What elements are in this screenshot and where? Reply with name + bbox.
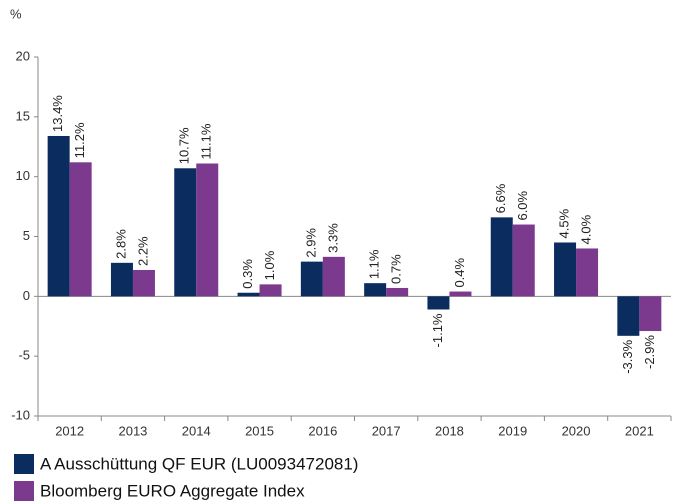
legend-swatch [14,481,34,501]
value-label: -2.9% [642,335,657,369]
value-label: 4.5% [556,208,571,238]
value-label: -1.1% [430,313,445,347]
bar [47,135,70,297]
legend: A Ausschüttung QF EUR (LU0093472081) Bloo… [14,454,358,501]
value-label: 2.2% [135,236,150,266]
bar [427,296,450,310]
bar [174,168,197,297]
x-tick-label: 2013 [118,423,147,438]
y-tick-label: -10 [11,407,30,422]
value-label: 1.1% [367,249,382,279]
y-tick-label: 0 [23,288,30,303]
value-label: 4.0% [578,214,593,244]
bar [617,296,640,336]
bar [69,162,92,297]
y-axis-label: % [10,6,22,21]
x-tick-label: 2019 [498,423,527,438]
value-label: 11.2% [72,122,87,158]
legend-swatch [14,454,34,474]
bar [554,242,577,297]
y-tick-label: -5 [18,348,30,363]
y-tick-label: 5 [23,228,30,243]
x-tick-label: 2014 [182,423,211,438]
value-label: 0.7% [389,254,404,284]
x-tick-label: 2015 [245,423,274,438]
value-label: 0.3% [240,259,255,289]
y-tick-label: 20 [16,48,30,63]
bar [259,284,282,297]
value-label: 1.0% [262,250,277,280]
bar [237,292,260,297]
bar [490,217,513,297]
value-label: 3.3% [325,223,340,253]
bar [576,248,599,297]
x-tick-label: 2020 [562,423,591,438]
bar [449,291,472,297]
value-label: 6.6% [493,183,508,213]
x-tick-label: 2012 [55,423,84,438]
x-tick-label: 2018 [435,423,464,438]
bar [132,270,155,297]
x-tick-label: 2017 [372,423,401,438]
bar [196,163,219,297]
value-label: 0.4% [452,257,467,287]
value-label: 11.1% [199,123,214,159]
legend-label: A Ausschüttung QF EUR (LU0093472081) [40,454,358,473]
bar [110,262,133,297]
x-tick-label: 2016 [308,423,337,438]
bar [512,224,535,297]
legend-label: Bloomberg EURO Aggregate Index [40,481,305,500]
bar [300,261,323,297]
bar [322,256,345,297]
value-label: 2.9% [303,228,318,258]
value-label: -3.3% [620,339,635,373]
value-label: 2.8% [113,229,128,259]
value-label: 13.4% [50,95,65,132]
value-label: 6.0% [515,190,530,220]
y-tick-label: 10 [16,168,30,183]
x-tick-label: 2021 [625,423,654,438]
value-label: 10.7% [177,127,192,164]
y-tick-label: 15 [16,108,30,123]
bar [364,283,387,297]
bar [386,287,409,297]
bar [639,296,662,332]
